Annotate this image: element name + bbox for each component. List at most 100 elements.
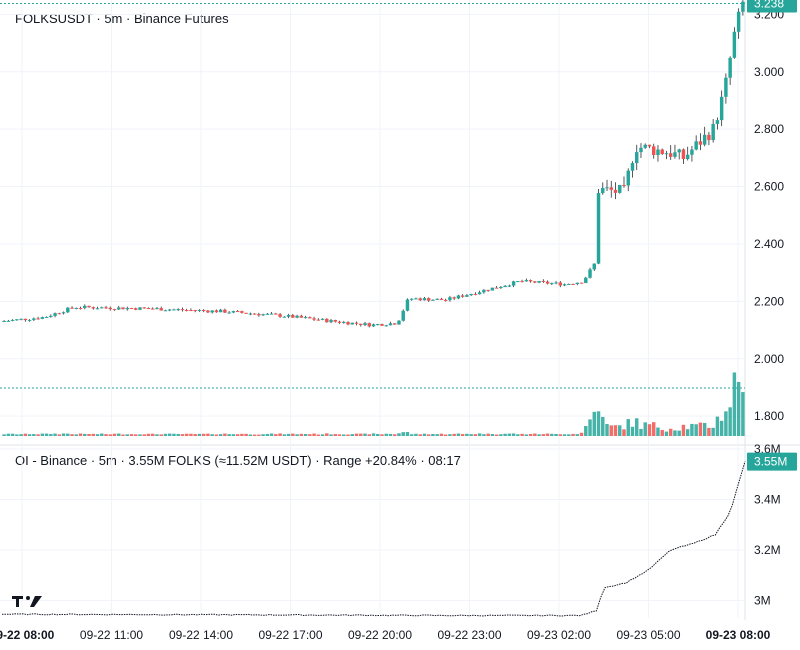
candle-body: [167, 309, 172, 311]
candle-body: [121, 307, 125, 310]
candle-body: [456, 295, 461, 299]
volume-bar: [511, 433, 516, 436]
volume-bar: [66, 433, 70, 436]
candle-body: [282, 316, 287, 318]
volume-bar: [384, 433, 388, 436]
candle-body: [579, 282, 584, 284]
candle-body: [180, 309, 185, 311]
candle-body: [172, 309, 176, 311]
volume-bar: [117, 433, 121, 436]
volume-bar: [626, 419, 630, 436]
volume-bar: [134, 434, 138, 436]
volume-bar: [690, 423, 694, 436]
oi-line: [1, 461, 746, 617]
volume-bar: [278, 433, 282, 436]
candle-body: [656, 149, 660, 156]
candle-body: [146, 308, 151, 310]
candle-body: [176, 309, 180, 311]
candle-body: [325, 318, 329, 323]
price-tick-label: 2.800: [754, 122, 784, 136]
price-tick-label: 2.400: [754, 237, 784, 251]
volume-bar: [100, 433, 104, 436]
volume-bar: [431, 433, 435, 436]
volume-bar: [308, 434, 312, 436]
candle-body: [524, 280, 529, 282]
candle-body: [711, 123, 715, 141]
volume-bar: [359, 433, 363, 436]
candle-body: [741, 1, 745, 12]
candle-body: [265, 313, 270, 315]
volume-bar: [180, 434, 185, 436]
candle-body: [23, 318, 28, 321]
candle-body: [108, 307, 112, 310]
volume-bar: [533, 433, 537, 436]
volume-bar: [622, 429, 626, 436]
oi-tick-label: 3.6M: [754, 442, 781, 456]
oi-title: OI - Binance · 5m · 3.55M FOLKS (≈11.52M…: [15, 453, 461, 468]
time-tick-label: 09-22 17:00: [258, 628, 322, 642]
candle-body: [702, 134, 707, 145]
candle-body: [155, 308, 159, 310]
candle-body: [104, 307, 108, 309]
candle-body: [252, 313, 257, 315]
volume-bar: [74, 434, 79, 436]
volume-bar: [452, 433, 456, 436]
volume-bar: [554, 433, 558, 436]
volume-bar: [95, 434, 100, 436]
volume-bar: [32, 434, 36, 436]
volume-bar: [639, 428, 643, 436]
volume-bar: [736, 381, 741, 436]
volume-bar: [159, 434, 163, 436]
volume-bar: [227, 434, 231, 436]
candle-body: [592, 263, 596, 270]
volume-bar: [579, 432, 584, 436]
volume-bar: [274, 434, 278, 436]
volume-bar: [6, 433, 11, 436]
candle-body: [660, 149, 664, 154]
candle-body: [129, 308, 134, 310]
candle-body: [550, 283, 554, 285]
volume-bar: [325, 433, 329, 436]
candle-body: [49, 315, 53, 317]
volume-bar: [388, 433, 393, 436]
volume-bar: [571, 433, 575, 436]
candle-body: [36, 318, 40, 320]
candle-body: [19, 318, 23, 320]
volume-bar: [660, 430, 664, 436]
volume-bar: [741, 392, 745, 436]
candle-body: [2, 321, 6, 323]
volume-bar: [19, 434, 23, 436]
volume-bar: [422, 433, 427, 436]
candle-body: [596, 193, 601, 264]
volume-bar: [44, 433, 49, 436]
volume-bar: [248, 434, 253, 436]
volume-bar: [342, 434, 346, 436]
candle-body: [295, 315, 299, 318]
volume-bar: [329, 434, 333, 436]
volume-bar: [286, 433, 291, 436]
candle-body: [448, 297, 452, 301]
volume-bar: [537, 434, 541, 436]
candle-body: [571, 283, 575, 285]
volume-bar: [707, 427, 711, 436]
volume-bar: [295, 434, 299, 436]
volume-bar: [490, 434, 495, 436]
candle-body: [138, 307, 142, 310]
candle-body: [91, 307, 96, 309]
candle-body: [333, 320, 338, 322]
candle-body: [719, 96, 724, 121]
candle-body: [261, 314, 265, 316]
volume-bar: [469, 434, 473, 436]
volume-bar: [214, 434, 219, 436]
volume-bar: [57, 434, 62, 436]
volume-bar: [265, 433, 270, 436]
candle-body: [736, 11, 741, 32]
candle-body: [690, 149, 694, 155]
volume-bar: [316, 434, 321, 436]
candle-body: [57, 313, 62, 315]
volume-bar: [732, 372, 737, 436]
candle-body: [350, 322, 354, 325]
volume-bar: [528, 433, 533, 436]
volume-bar: [482, 434, 486, 436]
